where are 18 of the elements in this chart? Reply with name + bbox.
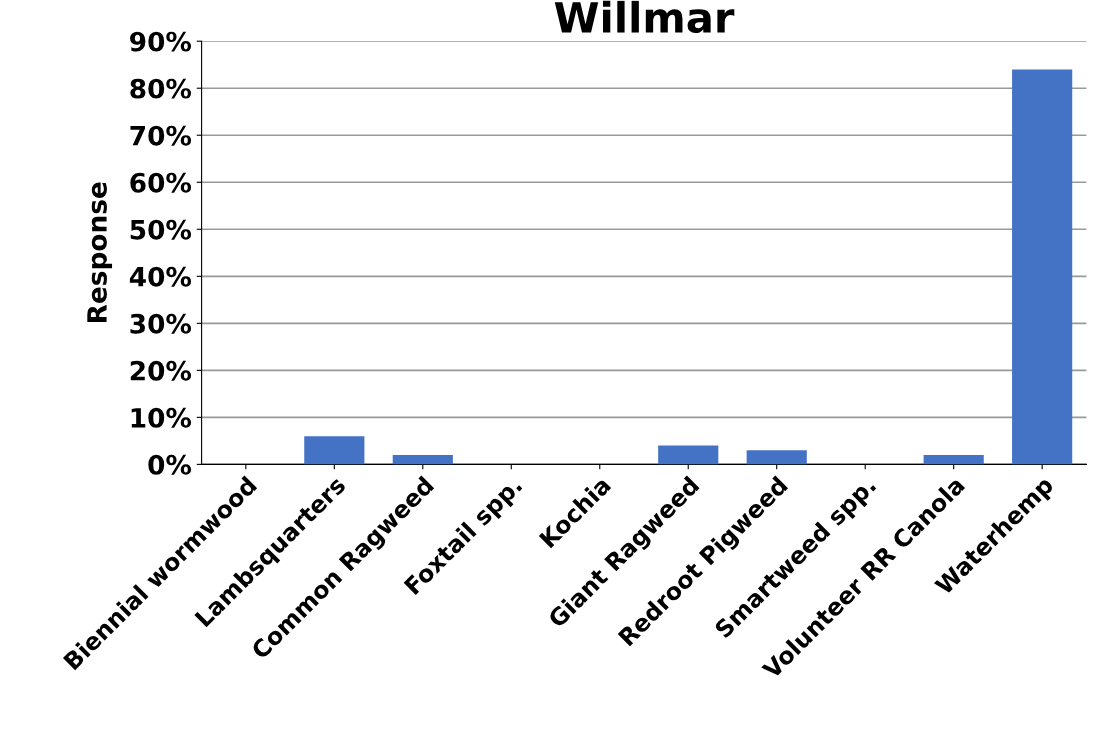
y-axis-title: Response [87,182,113,323]
y-tick-label: 40% [129,266,192,287]
bar [392,454,453,465]
bar [1012,69,1073,465]
y-tick-label: 60% [130,172,192,193]
y-tick-label: 0% [148,454,192,475]
bar [923,454,984,465]
y-tick-label: 10% [131,407,192,428]
y-tick-label: 30% [130,313,192,334]
y-tick-label: 70% [130,125,192,146]
bar [304,436,365,465]
y-tick-label: 80% [130,78,192,99]
y-tick-label: 20% [130,360,192,381]
bar [658,445,719,465]
y-tick-label: 50% [130,219,192,240]
bar [746,450,807,465]
y-tick-label: 90% [130,31,192,52]
chart-title: Willmar [554,0,735,34]
